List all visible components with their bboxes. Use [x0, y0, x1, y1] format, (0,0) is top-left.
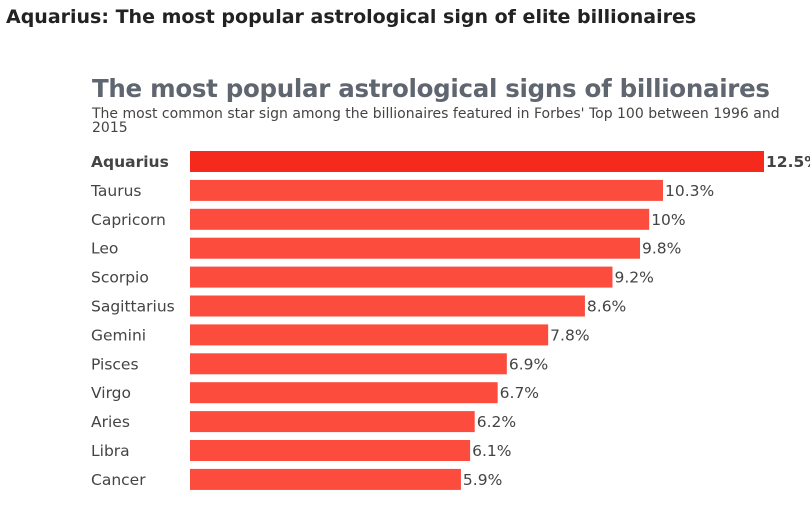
category-label: Virgo [91, 384, 131, 402]
value-label: 9.8% [642, 240, 681, 258]
category-label: Aquarius [91, 153, 169, 171]
category-label: Capricorn [91, 211, 166, 229]
bar [190, 382, 498, 404]
bar [190, 179, 663, 201]
value-label: 10.3% [665, 182, 714, 200]
bar [190, 151, 764, 172]
category-label: Cancer [91, 471, 146, 489]
category-label: Sagittarius [91, 298, 175, 316]
bar [190, 208, 650, 230]
chart-subtitle: The most common star sign among the bill… [92, 106, 780, 136]
bar [190, 324, 549, 346]
bar [190, 353, 507, 375]
category-label: Scorpio [91, 269, 149, 287]
category-label: Pisces [91, 355, 139, 373]
category-label: Gemini [91, 326, 146, 344]
value-label: 6.1% [472, 442, 511, 460]
value-label: 6.2% [477, 413, 516, 431]
category-label: Taurus [90, 182, 142, 200]
value-label: 12.5% [766, 153, 810, 171]
bar [190, 411, 475, 433]
value-label: 8.6% [587, 298, 626, 316]
value-label: 7.8% [550, 326, 589, 344]
bar [190, 237, 641, 259]
category-label: Leo [91, 240, 118, 258]
bar [190, 266, 613, 288]
category-label: Aries [91, 413, 130, 431]
chart-title: The most popular astrological signs of b… [92, 74, 770, 103]
value-label: 10% [651, 211, 685, 229]
value-label: 9.2% [614, 269, 653, 287]
bar [190, 295, 585, 317]
bar [190, 440, 471, 461]
value-label: 5.9% [463, 471, 502, 489]
value-label: 6.7% [500, 384, 539, 402]
category-label: Libra [91, 442, 130, 460]
value-label: 6.9% [509, 355, 548, 373]
bar [190, 468, 461, 490]
page-heading: Aquarius: The most popular astrological … [6, 6, 697, 28]
